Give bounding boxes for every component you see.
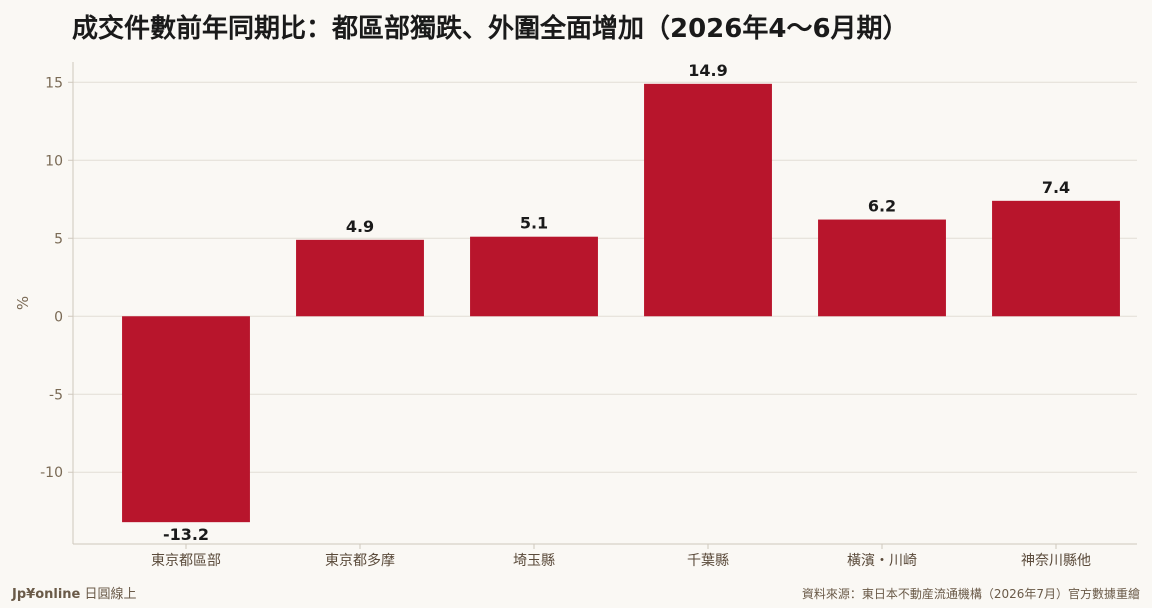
y-tick-label: 10 [45, 153, 63, 169]
x-tick-label: 東京都區部 [151, 553, 221, 569]
bar [818, 219, 946, 317]
chart-title: 成交件數前年同期比：都區部獨跌、外圍全面增加（2026年4〜6月期） [72, 14, 909, 44]
y-tick-label: 0 [54, 309, 63, 325]
grid-lines [73, 81, 1137, 473]
x-tick-label: 橫濱・川崎 [847, 553, 917, 569]
bar [644, 83, 772, 317]
bar [296, 239, 424, 317]
y-tick-label: -5 [49, 387, 63, 403]
x-tick-label: 埼玉縣 [513, 553, 555, 569]
footer-brand: Jp¥online 日圓線上 [12, 583, 137, 602]
bars [122, 83, 1120, 523]
brand-suffix: 日圓線上 [80, 587, 137, 602]
axes [68, 62, 1137, 549]
data-label: 4.9 [346, 217, 374, 236]
y-axis-title: % [14, 296, 32, 310]
y-tick-label: 5 [54, 231, 63, 247]
y-tick-label: -10 [40, 465, 63, 481]
data-label: 14.9 [688, 61, 727, 80]
bar [122, 316, 250, 523]
y-tick-label: 15 [45, 75, 63, 91]
labels: 15 10 5 0 -5 -10 -13.2 東京都區部 4.9 東京都多摩 5.1 埼玉縣 14.9 千… [40, 61, 1091, 569]
x-tick-label: 神奈川縣他 [1021, 553, 1091, 569]
data-label: 6.2 [868, 197, 896, 216]
brand-name: Jp¥online [12, 587, 81, 602]
data-label: 5.1 [520, 214, 548, 233]
bar [470, 236, 598, 317]
bar [992, 200, 1120, 317]
x-tick-label: 千葉縣 [687, 553, 729, 569]
data-label: 7.4 [1042, 178, 1070, 197]
x-tick-label: 東京都多摩 [325, 552, 395, 569]
footer-source: 資料來源：東日本不動産流通機構（2026年7月）官方數據重繪 [801, 587, 1140, 601]
data-label: -13.2 [163, 525, 209, 544]
